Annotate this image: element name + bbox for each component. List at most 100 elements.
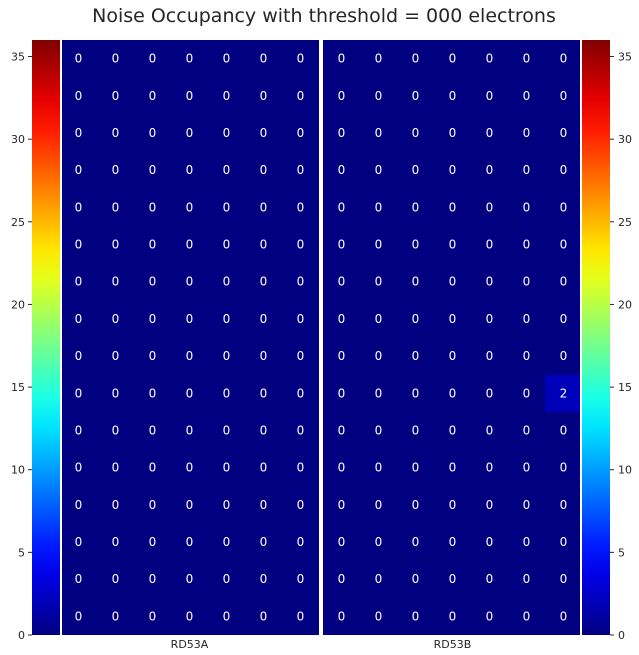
cell-value-label: 0 [486,609,494,623]
heatmap-cell [397,486,434,524]
heatmap-cell [171,337,208,375]
cell-value-label: 0 [523,423,531,437]
heatmap-cell [360,523,397,561]
cell-value-label: 0 [297,163,305,177]
cell-value-label: 0 [260,163,268,177]
cell-value-label: 0 [297,572,305,586]
heatmap-cell [471,77,508,115]
cell-value-label: 0 [412,423,420,437]
colorbar-tick-label: 0 [18,629,25,642]
cell-value-label: 0 [260,89,268,103]
cell-value-label: 0 [186,275,194,289]
colorbar-tick-label: 20 [618,298,632,311]
cell-value-label: 0 [260,498,268,512]
heatmap-cell [134,523,171,561]
left-colorbar: 0 5 10 15 20 25 30 35 [11,40,60,642]
colorbar-tick-label: 5 [618,546,625,559]
heatmap-cell [171,597,208,635]
cell-value-label: 0 [260,535,268,549]
cell-value-label: 0 [523,535,531,549]
heatmap-cell [323,300,360,338]
heatmap-cell [471,188,508,226]
cell-value-label: 0 [112,89,120,103]
heatmap-cell [545,486,582,524]
heatmap-cell [471,151,508,189]
cell-value-label: 0 [338,275,346,289]
cell-value-label: 0 [486,498,494,512]
cell-value-label: 0 [560,423,568,437]
cell-value-label: 0 [223,312,231,326]
cell-value-label: 0 [260,572,268,586]
cell-value-label: 0 [338,349,346,363]
heatmap-cell [397,374,434,412]
cell-value-label: 0 [149,535,157,549]
heatmap-cell [171,225,208,264]
heatmap-cell [545,523,582,561]
cell-value-label: 0 [75,163,83,177]
cell-value-label: 0 [560,163,568,177]
heatmap-cell [323,597,360,635]
heatmap-cell [360,225,397,264]
cell-value-label: 0 [223,386,231,400]
heatmap-cell [97,411,134,450]
heatmap-cell [97,374,134,412]
heatmap-cell [171,374,208,412]
heatmap-cell [434,523,471,561]
heatmap-cell [60,449,97,487]
heatmap-cell [545,188,582,226]
cell-value-label: 0 [523,312,531,326]
heatmap-cell [208,114,245,152]
cell-value-label: 0 [412,163,420,177]
heatmap-cell [134,449,171,487]
cell-value-label: 0 [486,275,494,289]
heatmap-cell [360,486,397,524]
heatmap-cell [171,560,208,598]
cell-value-label: 0 [223,349,231,363]
heatmap-cell [282,114,319,152]
heatmap-cell [323,560,360,598]
heatmap-cell [60,337,97,375]
heatmap-cell [434,263,471,301]
heatmap-cell [323,411,360,450]
cell-value-label: 0 [449,461,457,475]
cell-value-label: 0 [412,386,420,400]
cell-value-label: 0 [297,126,305,140]
panel-rd53a: 0 0 0 0 0 0 0 0 0 0 0 0 0 0 0 0 0 0 0 0 0 0 0 0 0 0 0 0 0 0 0 0 0 0 0 0 0 0 0 0… [60,40,319,651]
cell-value-label: 0 [149,163,157,177]
heatmap-cell [208,263,245,301]
cell-value-label: 0 [338,423,346,437]
heatmap-cell [208,151,245,189]
heatmap-cell [397,188,434,226]
heatmap-cell [360,114,397,152]
cell-value-label: 0 [375,275,383,289]
cell-value-label: 0 [523,275,531,289]
heatmap-cell [471,597,508,635]
cell-value-label: 0 [486,200,494,214]
cell-value-label: 0 [149,423,157,437]
heatmap-cell [471,560,508,598]
cell-value-label: 0 [560,461,568,475]
cell-value-label: 0 [560,572,568,586]
heatmap-cell [471,449,508,487]
cell-value-label: 0 [112,498,120,512]
heatmap-cell [471,40,508,78]
cell-value-label: 0 [149,238,157,252]
heatmap-cell [434,300,471,338]
cell-value-label: 0 [112,312,120,326]
heatmap-cell [97,151,134,189]
cell-value-label: 0 [560,609,568,623]
heatmap-cell [360,560,397,598]
cell-value-label: 0 [297,238,305,252]
cell-value-label: 0 [338,386,346,400]
heatmap-cell [545,40,582,78]
heatmap-cell [134,486,171,524]
heatmap-cell [471,225,508,264]
heatmap-cell [60,40,97,78]
cell-value-label: 0 [75,498,83,512]
heatmap-cell [208,486,245,524]
cell-value-label: 0 [375,126,383,140]
cell-value-label: 0 [375,423,383,437]
heatmap-cell [508,300,545,338]
cell-value-label: 0 [112,572,120,586]
heatmap-cell [134,374,171,412]
